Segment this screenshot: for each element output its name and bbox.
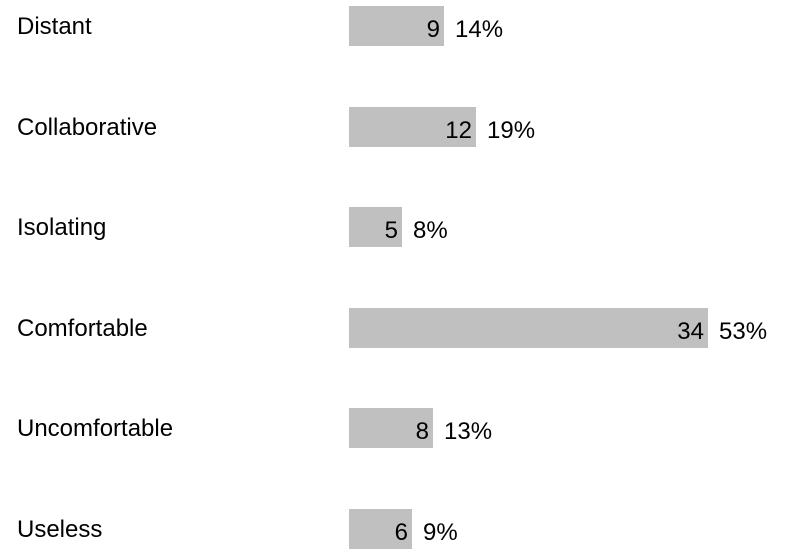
value-label: 12 <box>445 116 472 144</box>
percent-label: 53% <box>719 317 768 345</box>
category-label: Collaborative <box>17 113 158 141</box>
percent-label: 13% <box>444 418 493 446</box>
value-label: 5 <box>384 217 398 245</box>
bar <box>349 408 433 449</box>
category-label: Comfortable <box>17 314 148 342</box>
bar <box>349 509 412 549</box>
percent-label: 8% <box>413 217 448 245</box>
bar <box>349 307 708 348</box>
category-label: Uncomfortable <box>17 415 174 443</box>
value-label: 9 <box>426 16 440 43</box>
value-label: 6 <box>394 519 408 546</box>
category-label: Isolating <box>17 214 107 242</box>
bar <box>349 207 402 248</box>
value-label: 8 <box>415 418 429 446</box>
category-label: Useless <box>17 516 103 543</box>
bar <box>349 6 444 46</box>
percent-label: 9% <box>423 519 458 546</box>
value-label: 34 <box>677 317 704 345</box>
category-label: Distant <box>17 13 92 40</box>
bar <box>349 106 476 147</box>
percent-label: 14% <box>455 16 504 43</box>
percent-label: 19% <box>487 116 536 144</box>
